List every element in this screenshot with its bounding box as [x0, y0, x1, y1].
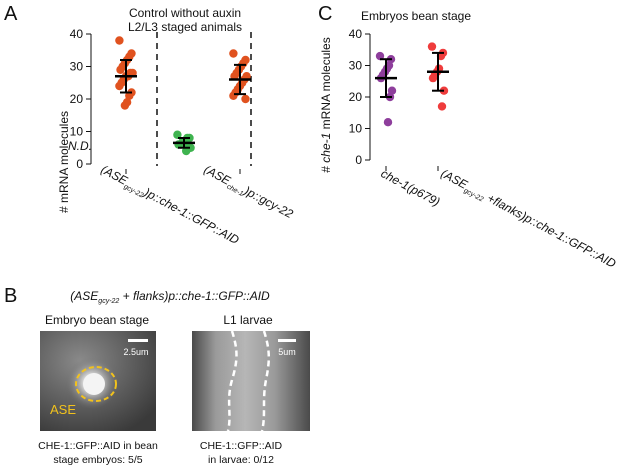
- panel-a-title-line2: L2/L3 staged animals: [128, 20, 242, 34]
- y-tick-label: 20: [70, 92, 84, 106]
- right-caption-line2: in larvae: 0/12: [208, 454, 274, 466]
- y-tick-label: 30: [70, 60, 84, 74]
- panel-a-nd-label: N.D.: [68, 139, 92, 153]
- panel-b-letter: B: [4, 285, 17, 307]
- panel-c-axes: 0 10 20 30 40: [349, 27, 439, 171]
- panel-a-xlabel-2-suffix: )p::gcy-22: [240, 183, 296, 222]
- panel-a-marks: [115, 36, 251, 156]
- panel-c-title: Embryos bean stage: [361, 9, 471, 23]
- data-point: [427, 42, 437, 51]
- panel-a-xlabel-1-sub: gcy-22: [122, 183, 144, 199]
- panel-b-title-suffix: + flanks)p::che-1::GFP::AID: [119, 289, 270, 303]
- panel-a-xlabel-1-suffix: )p::che-1::GFP::AID: [140, 184, 242, 247]
- scale-label-left: 2.5um: [123, 347, 148, 357]
- larva-outline-left: [226, 330, 238, 432]
- y-tick-label: 10: [70, 125, 84, 139]
- panel-c-xlabel-2: (ASEgcy-22 +flanks)p::che-1::GFP::AID: [438, 166, 617, 272]
- y-tick-label: 40: [349, 27, 363, 41]
- data-point: [437, 102, 447, 111]
- panel-b-title: (ASEgcy-22 + flanks)p::che-1::GFP::AID: [70, 289, 270, 305]
- panel-a-axes: 0 10 20 30 40: [70, 27, 252, 174]
- left-caption-line2: stage embryos: 5/5: [53, 454, 142, 466]
- panel-c-letter: C: [318, 3, 332, 25]
- panel-b-right-title: L1 larvae: [223, 313, 273, 327]
- data-point: [383, 118, 393, 127]
- data-point: [115, 81, 124, 91]
- data-point: [125, 91, 134, 100]
- panel-c-xlabel-2-suffix: +flanks)p::che-1::GFP::AID: [482, 189, 617, 271]
- data-point: [173, 130, 182, 139]
- y-tick-label: 20: [349, 90, 363, 104]
- ase-outline: [75, 366, 117, 402]
- embryo-micrograph: 2.5um ASE: [40, 331, 156, 431]
- scale-bar-right: [278, 339, 296, 342]
- y-tick-label: 0: [76, 157, 83, 171]
- panel-a-ylabel: # mRNA molecules: [57, 111, 71, 213]
- panel-c-marks: [375, 42, 449, 127]
- panel-b-title-prefix: (ASE: [70, 289, 99, 303]
- data-point: [375, 51, 385, 61]
- data-point: [120, 101, 130, 110]
- left-caption-line1: CHE-1::GFP::AID in bean: [38, 440, 158, 452]
- scale-label-right: 5um: [278, 347, 296, 357]
- data-point: [182, 146, 191, 156]
- larva-micrograph: 5um: [192, 330, 310, 432]
- data-point: [387, 86, 397, 95]
- scale-bar-left: [128, 339, 148, 342]
- panel-c-xlabel-2-sub: gcy-22: [462, 187, 484, 203]
- panel-c-xlabel-1: che-1(p679): [379, 166, 443, 209]
- data-point: [116, 65, 125, 74]
- panel-a-letter: A: [4, 3, 18, 25]
- y-tick-label: 40: [70, 27, 84, 41]
- panel-c-ylabel: # che-1 mRNA molecules: [319, 37, 333, 172]
- panel-b-left-title: Embryo bean stage: [45, 313, 149, 327]
- data-point: [241, 94, 250, 104]
- panel-a-title-line1: Control without auxin: [129, 6, 241, 20]
- ase-label: ASE: [50, 402, 76, 417]
- right-caption-line1: CHE-1::GFP::AID: [200, 440, 283, 452]
- panel-a-xlabel-2: (ASEche-1)p::gcy-22: [201, 162, 296, 223]
- y-tick-label: 30: [349, 59, 363, 73]
- y-tick-label: 10: [349, 122, 363, 136]
- data-point: [229, 49, 238, 58]
- data-point: [428, 73, 438, 83]
- data-point: [115, 36, 124, 45]
- data-point: [229, 91, 238, 100]
- larva-outline-right: [260, 330, 270, 432]
- panel-b-title-sub: gcy-22: [98, 298, 119, 305]
- y-tick-label: 0: [355, 153, 362, 167]
